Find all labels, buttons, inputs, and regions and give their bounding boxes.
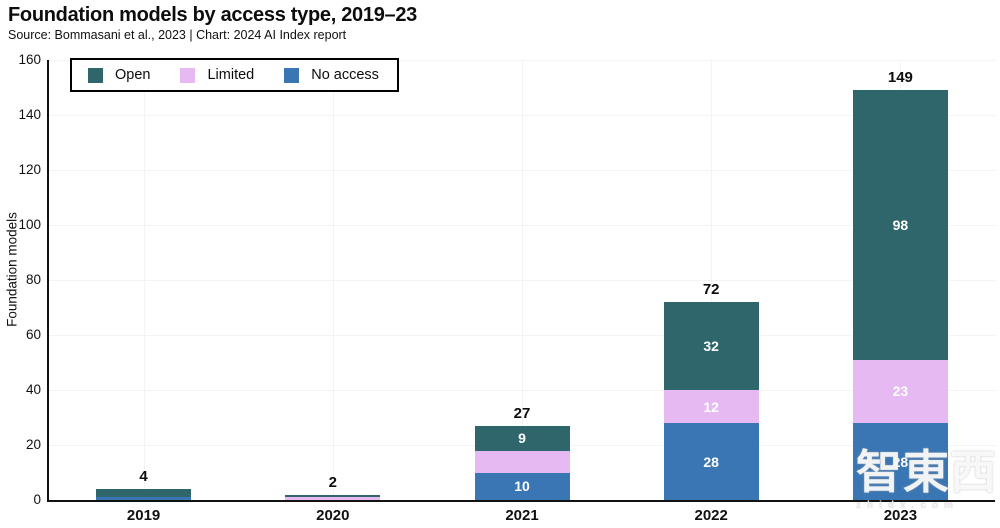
segment-value-label: 23 [892,383,909,400]
segment-value-label: 28 [892,453,909,470]
bar-segment-limited [474,450,570,473]
legend-label-no-access: No access [311,67,379,83]
bar-total-label: 72 [702,281,720,298]
bar-segment-open: 9 [474,425,570,451]
x-gridline [332,60,334,500]
segment-value-label: 10 [514,478,530,495]
legend-label-limited: Limited [207,67,255,83]
segment-value-label: 32 [703,338,719,354]
y-tick-label: 140 [18,107,41,122]
x-tick-label: 2023 [883,507,918,524]
x-tick-label: 2019 [126,507,161,524]
bar-segment-open: 32 [663,302,759,390]
bar-segment-limited: 23 [852,359,948,423]
bar-segment-open [285,494,381,498]
y-tick-label: 120 [18,162,41,177]
legend: Open Limited No access [70,58,399,92]
x-gridline [522,60,523,500]
chart-title: Foundation models by access type, 2019–2… [8,4,417,26]
bar-segment-no-access: 10 [474,472,570,500]
bar-segment-open [96,489,192,498]
x-tick-label: 2020 [316,507,350,524]
segment-value-label: 9 [518,430,526,447]
segment-value-label: 12 [703,398,719,415]
segment-value-label: 98 [892,217,909,233]
legend-item-limited: Limited [180,67,254,83]
bar-total-label: 149 [887,69,913,87]
legend-item-open: Open [88,67,150,83]
y-tick-label: 0 [33,492,41,507]
plot-area: 0 20 40 60 80 100 120 140 160 2019 4 2020 2 2021 10 9 27… [18,52,995,524]
bar-total-label: 27 [513,404,531,422]
no-access-swatch-icon [284,67,300,83]
x-tick-label: 2021 [505,507,539,524]
bar-segment-limited [285,497,381,500]
y-tick-label: 80 [25,272,41,287]
legend-label-open: Open [115,67,151,83]
bar-segment-no-access: 28 [663,423,759,500]
y-tick-label: 40 [25,382,41,397]
y-tick-label: 160 [18,52,41,67]
bar-segment-limited: 12 [663,390,759,423]
bar-total-label: 4 [139,468,148,485]
y-tick-label: 100 [18,217,41,232]
open-swatch-icon [88,67,103,83]
segment-value-label: 28 [703,453,719,470]
y-tick-label: 60 [25,327,41,342]
bar-segment-no-access [96,497,192,500]
y-tick-label: 20 [25,437,41,452]
x-gridline [711,60,713,500]
bar-segment-no-access: 28 [852,423,948,500]
x-tick-label: 2022 [694,507,728,524]
chart-source-credit: Source: Bommasani et al., 2023 | Chart: … [8,28,347,42]
x-gridline [143,60,145,500]
limited-swatch-icon [180,67,196,83]
legend-item-no-access: No access [284,67,379,83]
bar-total-label: 2 [328,473,337,491]
bar-segment-open: 98 [852,90,948,360]
